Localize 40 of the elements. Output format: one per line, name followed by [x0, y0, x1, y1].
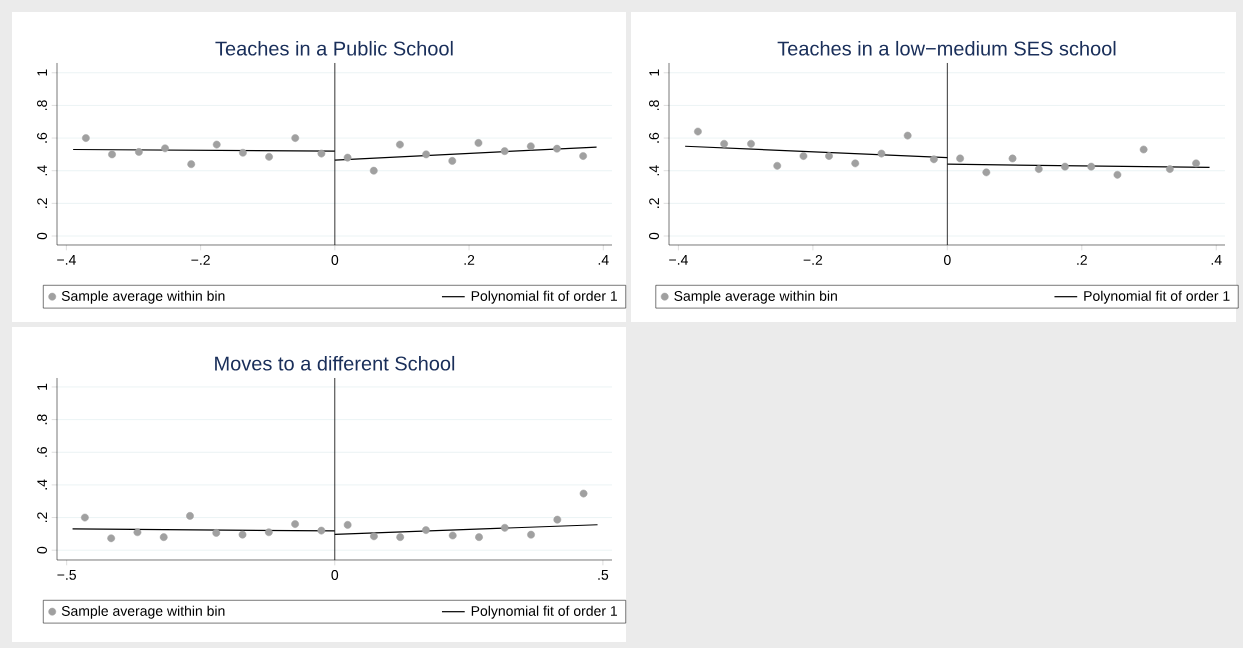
- x-tick-label: .5: [598, 570, 609, 580]
- x-tick-label: 0: [943, 255, 951, 265]
- y-tick-label: .6: [37, 447, 47, 457]
- chart-title: Moves to a different School: [215, 355, 455, 371]
- legend-label: Polynomial fit of order 1: [471, 605, 617, 619]
- x-tick-label: −.2: [191, 255, 210, 265]
- x-tick-label: .2: [1077, 255, 1087, 265]
- y-tick-label: 0: [37, 546, 47, 554]
- y-tick-label: 0: [37, 232, 47, 240]
- legend-label: Polynomial fit of order 1: [471, 290, 617, 304]
- y-tick-label: .4: [37, 165, 47, 176]
- chart-title: Teaches in a Public School: [215, 40, 453, 56]
- y-tick-label: 1: [649, 69, 659, 76]
- x-tick-label: 0: [331, 255, 339, 265]
- x-tick-label: .4: [1211, 255, 1222, 265]
- legend-label: Sample average within bin: [61, 290, 225, 304]
- y-tick-label: 1: [37, 69, 47, 76]
- y-tick-label: 1: [37, 383, 47, 390]
- y-tick-label: 0: [649, 232, 659, 240]
- legend-label: Sample average within bin: [674, 290, 837, 304]
- chart-title: Teaches in a low−medium SES school: [777, 40, 1116, 56]
- y-tick-label: .8: [37, 414, 47, 425]
- y-tick-label: .2: [37, 198, 47, 208]
- y-tick-label: .6: [649, 132, 659, 143]
- legend-label: Sample average within bin: [61, 605, 225, 619]
- y-tick-label: .2: [649, 198, 659, 208]
- y-tick-label: .4: [649, 165, 659, 176]
- y-tick-label: .4: [37, 479, 47, 490]
- legend-label: Polynomial fit of order 1: [1084, 290, 1230, 304]
- x-tick-label: −.4: [57, 255, 76, 265]
- y-tick-label: .8: [649, 100, 659, 110]
- x-tick-label: .2: [464, 255, 475, 265]
- x-tick-label: −.4: [669, 255, 688, 265]
- y-tick-label: .2: [37, 512, 47, 523]
- x-tick-label: −.2: [803, 255, 823, 265]
- y-tick-label: .6: [37, 132, 47, 143]
- y-tick-label: .8: [37, 100, 47, 110]
- x-tick-label: .4: [598, 255, 609, 265]
- x-tick-label: −.5: [57, 570, 76, 580]
- x-tick-label: 0: [331, 570, 339, 580]
